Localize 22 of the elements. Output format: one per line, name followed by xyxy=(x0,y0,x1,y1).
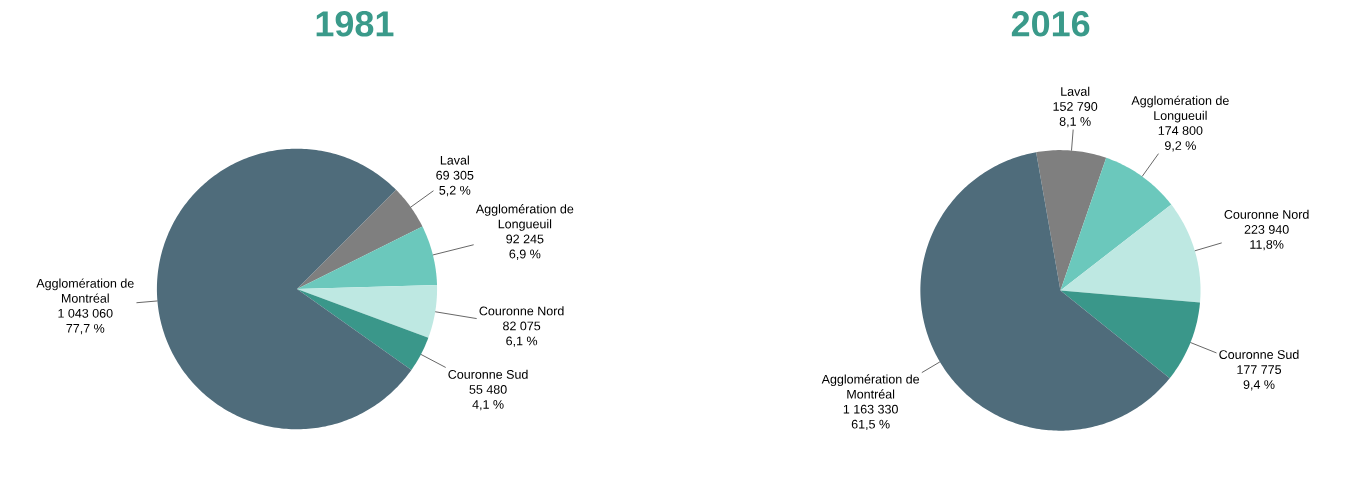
data-label: 82 075 6,1 % xyxy=(503,321,541,347)
slice-label: Couronne Sud xyxy=(448,369,528,379)
chart-title: 1981 xyxy=(316,11,394,37)
data-label: 174 800 9,2 % xyxy=(1158,126,1203,152)
slice-label: Agglomération de Longueuil xyxy=(475,204,574,231)
slice-label: Laval xyxy=(1061,86,1090,96)
slice-label: Laval xyxy=(440,155,469,165)
slice-label: Couronne Nord xyxy=(479,306,564,316)
slice-label: Agglomération de Longueuil xyxy=(1131,95,1229,123)
data-label: 1 163 330 61,5 % xyxy=(843,404,898,431)
data-label: 177 775 9,4 % xyxy=(1237,365,1282,391)
slice-label: Agglomération de Montréal xyxy=(36,278,134,303)
data-label: 92 245 6,9 % xyxy=(506,234,544,260)
data-label: 55 480 4,1 % xyxy=(469,385,507,411)
data-label: 1 043 060 77,7 % xyxy=(58,308,113,335)
slice-label: Agglomération de Montréal xyxy=(821,374,920,399)
data-label: 152 790 8,1 % xyxy=(1053,102,1098,128)
chart-title: 2016 xyxy=(1011,11,1090,37)
data-label: 223 940 11,8% xyxy=(1244,225,1289,251)
slice-label: Couronne Nord xyxy=(1224,209,1309,219)
slice-label: Couronne Sud xyxy=(1219,349,1299,359)
data-label: 69 305 5,2 % xyxy=(436,170,474,197)
